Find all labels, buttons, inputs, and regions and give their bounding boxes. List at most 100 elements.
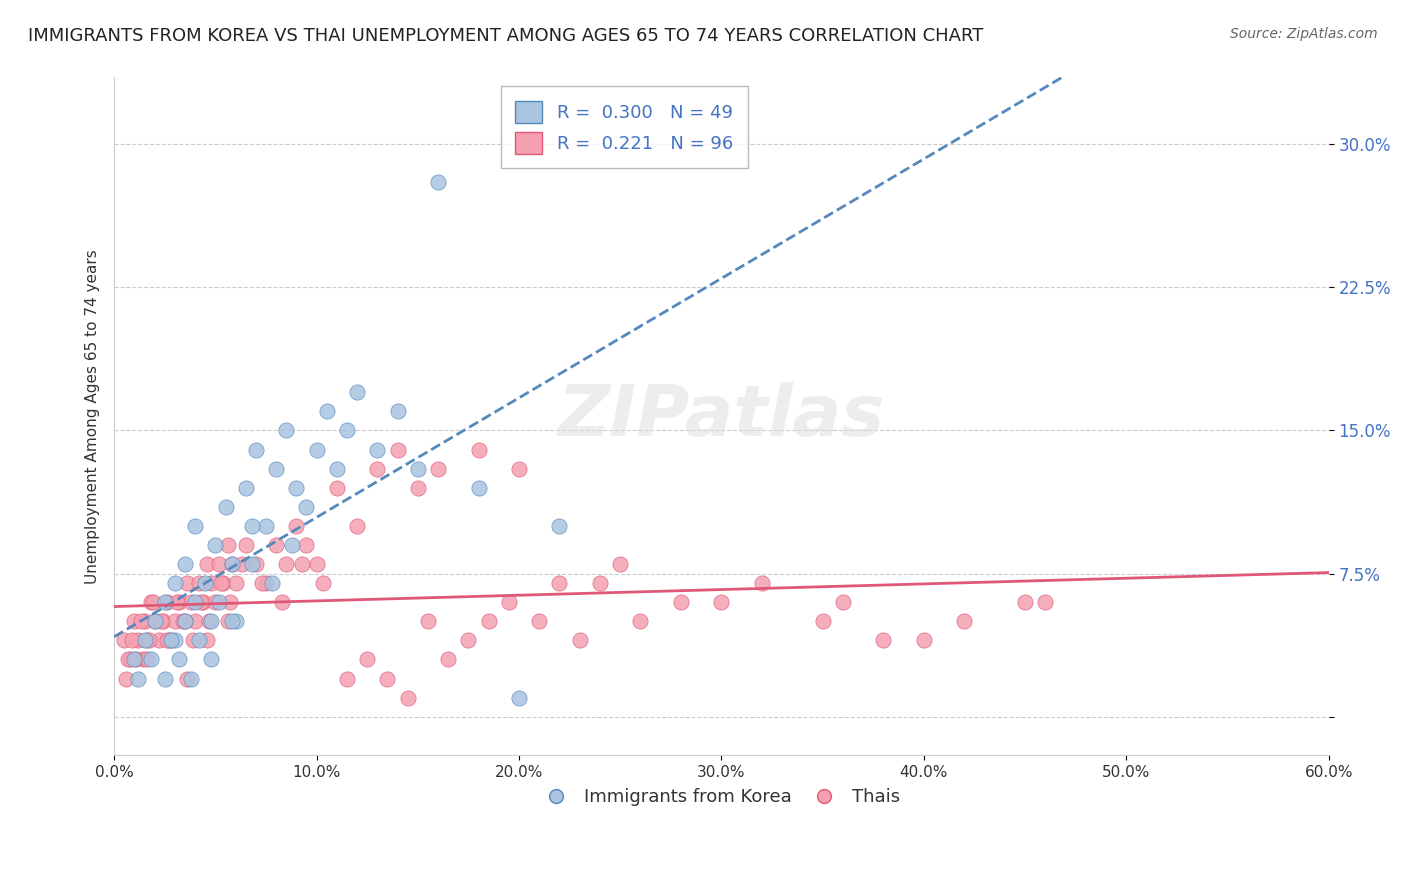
Point [131, 652, 153, 666]
Point [356, 652, 378, 666]
Point [811, 615, 834, 629]
Point [254, 576, 277, 591]
Point [176, 576, 198, 591]
Point [208, 595, 231, 609]
Point [181, 633, 204, 648]
Point [198, 615, 221, 629]
Point [872, 633, 894, 648]
Point [194, 576, 217, 591]
Point [138, 633, 160, 648]
Point [125, 652, 148, 666]
Point [336, 424, 359, 438]
Point [148, 633, 170, 648]
Point [548, 576, 571, 591]
Point [163, 615, 186, 629]
Point [127, 633, 149, 648]
Point [548, 519, 571, 533]
Point [149, 615, 172, 629]
Point [120, 652, 142, 666]
Point [167, 652, 190, 666]
Point [180, 595, 202, 609]
Point [188, 633, 211, 648]
Point [139, 652, 162, 666]
Point [235, 481, 257, 495]
Point [305, 557, 328, 571]
Point [195, 557, 218, 571]
Point [184, 595, 207, 609]
Point [311, 576, 333, 591]
Point [1014, 595, 1036, 609]
Point [529, 615, 551, 629]
Point [326, 481, 349, 495]
Point [669, 595, 692, 609]
Point [180, 672, 202, 686]
Point [953, 615, 976, 629]
Point [163, 633, 186, 648]
Point [710, 595, 733, 609]
Point [457, 633, 479, 648]
Point [276, 424, 298, 438]
Point [285, 519, 308, 533]
Point [264, 461, 287, 475]
Point [134, 633, 156, 648]
Point [211, 576, 233, 591]
Point [467, 442, 489, 457]
Point [134, 615, 156, 629]
Point [200, 615, 222, 629]
Point [751, 576, 773, 591]
Point [214, 500, 236, 514]
Point [135, 633, 157, 648]
Point [245, 442, 267, 457]
Point [295, 500, 318, 514]
Point [427, 175, 450, 189]
Legend: Immigrants from Korea, Thais: Immigrants from Korea, Thais [536, 781, 907, 814]
Point [437, 652, 460, 666]
Point [221, 615, 243, 629]
Point [208, 557, 231, 571]
Point [188, 576, 211, 591]
Point [152, 615, 174, 629]
Point [156, 595, 179, 609]
Point [225, 576, 247, 591]
Point [121, 633, 143, 648]
Point [153, 672, 176, 686]
Point [387, 442, 409, 457]
Point [204, 595, 226, 609]
Point [276, 557, 298, 571]
Text: Source: ZipAtlas.com: Source: ZipAtlas.com [1230, 27, 1378, 41]
Point [225, 615, 247, 629]
Point [184, 519, 207, 533]
Point [508, 461, 530, 475]
Point [190, 595, 212, 609]
Point [172, 615, 194, 629]
Point [124, 615, 146, 629]
Point [174, 557, 197, 571]
Point [326, 461, 349, 475]
Point [240, 557, 263, 571]
Point [174, 615, 197, 629]
Point [315, 404, 337, 418]
Point [609, 557, 631, 571]
Point [427, 461, 450, 475]
Point [221, 557, 243, 571]
Point [127, 672, 149, 686]
Point [912, 633, 935, 648]
Point [406, 461, 429, 475]
Point [195, 633, 218, 648]
Point [231, 557, 253, 571]
Point [124, 652, 146, 666]
Point [200, 576, 222, 591]
Point [217, 538, 239, 552]
Point [396, 690, 419, 705]
Text: ZIPatlas: ZIPatlas [558, 382, 886, 450]
Point [143, 615, 166, 629]
Point [157, 633, 180, 648]
Point [250, 576, 273, 591]
Point [193, 595, 215, 609]
Point [406, 481, 429, 495]
Point [160, 633, 183, 648]
Point [129, 615, 152, 629]
Point [346, 385, 368, 400]
Point [139, 595, 162, 609]
Point [831, 595, 853, 609]
